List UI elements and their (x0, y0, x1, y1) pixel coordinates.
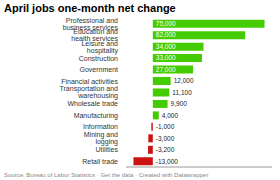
html-text:April jobs one-month net chang: April jobs one-month net change (4, 2, 176, 14)
svg-text:-3,000: -3,000 (156, 135, 175, 142)
svg-text:Government: Government (79, 66, 118, 73)
svg-text:11,100: 11,100 (172, 89, 192, 96)
svg-text:Retail trade: Retail trade (82, 158, 118, 165)
svg-text:75,000: 75,000 (156, 20, 176, 27)
svg-text:Leisure andhospitality: Leisure andhospitality (81, 40, 118, 55)
html-text:Source: Bureau of Labor Statis: Source: Bureau of Labor Statistics · Get… (4, 172, 209, 178)
svg-text:27,000: 27,000 (156, 66, 176, 73)
svg-text:Utilities: Utilities (95, 146, 118, 153)
svg-text:34,000: 34,000 (156, 43, 176, 50)
svg-text:Financial activities: Financial activities (61, 78, 118, 85)
svg-text:-3,200: -3,200 (156, 146, 175, 153)
svg-text:Manufacturing: Manufacturing (74, 112, 118, 120)
html-text:Professional and: Professional and (65, 16, 118, 24)
svg-text:Wholesale trade: Wholesale trade (67, 100, 118, 107)
svg-text:Construction: Construction (79, 55, 118, 62)
html-text:business services: business services (62, 23, 118, 31)
svg-text:33,000: 33,000 (156, 54, 176, 61)
svg-text:Information: Information (83, 123, 118, 130)
svg-text:62,000: 62,000 (156, 31, 176, 38)
svg-text:Mining andlogging: Mining andlogging (84, 131, 118, 146)
svg-text:-1,000: -1,000 (156, 123, 175, 130)
svg-text:9,900: 9,900 (171, 100, 188, 107)
html-text:health services: health services (71, 35, 118, 43)
svg-text:-13,000: -13,000 (156, 158, 178, 165)
svg-text:12,000: 12,000 (174, 77, 194, 84)
html-text:Education and: Education and (73, 28, 118, 36)
svg-text:4,000: 4,000 (162, 112, 179, 119)
svg-text:Transportation andwarehousing: Transportation andwarehousing (60, 85, 119, 100)
